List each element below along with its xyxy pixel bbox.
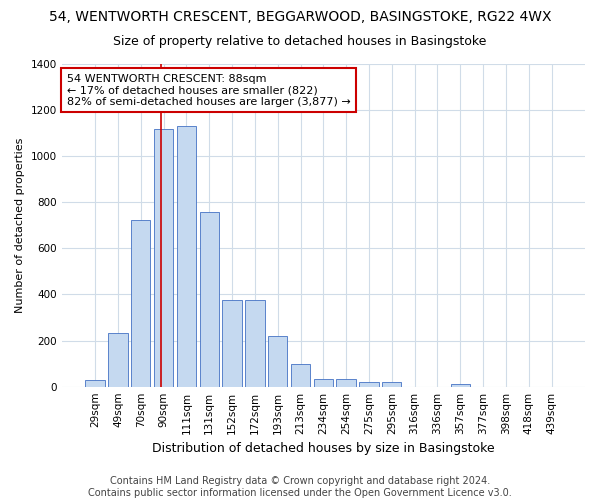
Bar	[85, 380, 105, 386]
Bar	[200, 212, 219, 386]
Text: 54 WENTWORTH CRESCENT: 88sqm
← 17% of detached houses are smaller (822)
82% of s: 54 WENTWORTH CRESCENT: 88sqm ← 17% of de…	[67, 74, 350, 107]
Bar	[314, 378, 333, 386]
Bar	[451, 384, 470, 386]
Bar	[108, 332, 128, 386]
Bar	[223, 300, 242, 386]
Bar	[337, 378, 356, 386]
Text: Contains HM Land Registry data © Crown copyright and database right 2024.
Contai: Contains HM Land Registry data © Crown c…	[88, 476, 512, 498]
Bar	[131, 220, 151, 386]
Text: Size of property relative to detached houses in Basingstoke: Size of property relative to detached ho…	[113, 35, 487, 48]
Bar	[245, 300, 265, 386]
Y-axis label: Number of detached properties: Number of detached properties	[15, 138, 25, 313]
Bar	[291, 364, 310, 386]
Bar	[154, 128, 173, 386]
X-axis label: Distribution of detached houses by size in Basingstoke: Distribution of detached houses by size …	[152, 442, 494, 455]
Bar	[268, 336, 287, 386]
Bar	[359, 382, 379, 386]
Bar	[177, 126, 196, 386]
Bar	[382, 382, 401, 386]
Text: 54, WENTWORTH CRESCENT, BEGGARWOOD, BASINGSTOKE, RG22 4WX: 54, WENTWORTH CRESCENT, BEGGARWOOD, BASI…	[49, 10, 551, 24]
